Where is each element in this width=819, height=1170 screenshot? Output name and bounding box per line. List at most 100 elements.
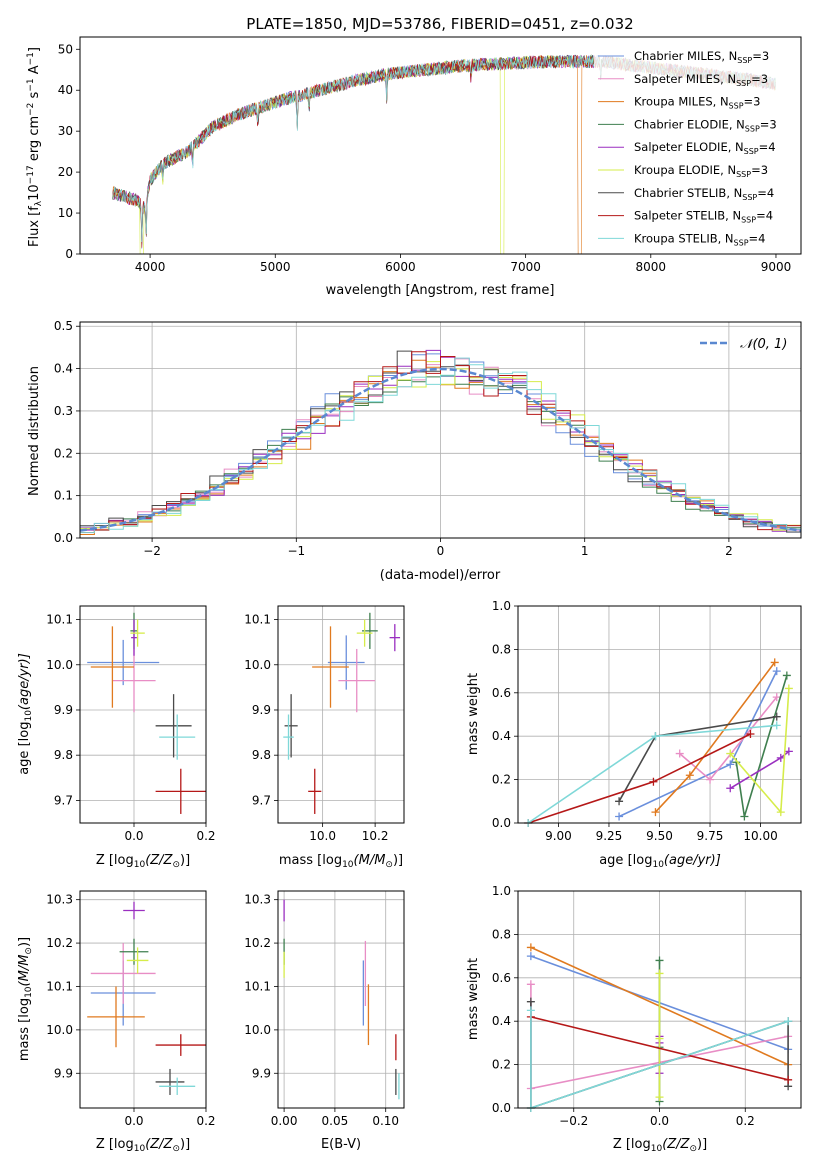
- mass-vs-ebv-marks: [283, 899, 400, 1100]
- legend-background: [594, 42, 794, 248]
- residuals-ylabel: Normed distribution: [27, 366, 42, 496]
- mass-weight-marker: [740, 812, 749, 821]
- mass-vs-z-xlabel: Z [log10(Z/Z⊙)]: [96, 1137, 190, 1154]
- massweight-vs-age-ylabel: mass weight: [466, 673, 481, 755]
- mass-weight-marker: [651, 732, 660, 741]
- mass-weight-marker: [782, 671, 791, 680]
- y-tick-label: 10.0: [244, 658, 271, 672]
- mass-weight-marker: [651, 808, 660, 817]
- y-tick-label: 10.2: [46, 936, 73, 950]
- residuals-panel: −2 −1 0 1 2 0.0 0.1 0.2 0.3 0.4 0.5 (data-model)/e…: [27, 319, 802, 583]
- y-tick-label: 0: [65, 247, 73, 261]
- y-tick-label: 0.2: [492, 1058, 511, 1072]
- y-tick-label: 20: [58, 165, 73, 179]
- mass-weight-marker: [706, 775, 715, 784]
- x-tick-label: 1: [581, 544, 589, 558]
- mass-weight-marker: [526, 952, 535, 961]
- mass-vs-ebv-panel: 0.00 0.05 0.10 9.9 10.0 10.1 10.2 10.3 E(B-V): [244, 890, 405, 1152]
- x-tick-label: 7000: [510, 260, 541, 274]
- x-tick-label: 9.50: [646, 829, 673, 843]
- x-tick-label: 4000: [135, 260, 166, 274]
- age-vs-z-marks: [87, 612, 206, 814]
- mass-weight-marker: [655, 956, 664, 965]
- massweight-vs-age-marks: [524, 658, 793, 827]
- legend-entry-label: Kroupa ELODIE, NSSP=3: [634, 163, 768, 179]
- mass-vs-ebv-frame: [277, 890, 405, 1109]
- y-tick-label: 0.4: [492, 1014, 511, 1028]
- mass-vs-ebv-grid: [278, 891, 404, 1108]
- massweight-vs-age-ticks: 9.00 9.25 9.50 9.75 10.00 0.0 0.2 0.4 0.6 0.8 1.0: [492, 599, 778, 843]
- y-tick-label: 10.1: [244, 979, 271, 993]
- x-tick-label: 10.2: [362, 829, 389, 843]
- mass-vs-ebv-ticks: 0.00 0.05 0.10 9.9 10.0 10.1 10.2 10.3: [244, 893, 399, 1128]
- mass-weight-marker: [526, 943, 535, 952]
- age-vs-mass-grid: [278, 606, 404, 823]
- y-tick-label: 9.7: [54, 793, 73, 807]
- mass-weight-marker: [655, 1034, 664, 1043]
- massweight-vs-age-frame: [517, 605, 802, 824]
- age-vs-z-frame: [79, 605, 207, 824]
- spectrum-title: PLATE=1850, MJD=53786, FIBERID=0451, z=0…: [246, 15, 633, 33]
- y-tick-label: 0.0: [492, 1101, 511, 1115]
- mass-weight-marker: [649, 777, 658, 786]
- x-tick-label: −0.2: [559, 1114, 588, 1128]
- massweight-vs-z-ticks: −0.2 0.0 0.2 0.0 0.2 0.4 0.6 0.8 1.0: [492, 884, 755, 1128]
- mass-weight-marker: [770, 658, 779, 667]
- mass-weight-marker: [784, 1075, 793, 1084]
- x-tick-label: 9.25: [596, 829, 623, 843]
- gauss-curve: [79, 367, 802, 532]
- mass-weight-marker: [655, 1093, 664, 1102]
- y-tick-label: 0.8: [492, 642, 511, 656]
- y-tick-label: 10: [58, 206, 73, 220]
- mass-weight-marker: [526, 980, 535, 989]
- x-tick-label: 0.0: [650, 1114, 669, 1128]
- x-tick-label: 0.00: [271, 1114, 298, 1128]
- mass-weight-marker: [776, 753, 785, 762]
- mass-vs-z-marks: [87, 901, 206, 1095]
- y-tick-label: 0.5: [54, 319, 73, 333]
- mass-weight-marker: [615, 797, 624, 806]
- y-tick-label: 0.2: [492, 773, 511, 787]
- age-vs-mass-panel: 10.0 10.2 9.7 9.8 9.9 10.0 10.1 mass [log10(M/…: [244, 605, 405, 870]
- mass-weight-marker: [726, 760, 735, 769]
- y-tick-label: 0.8: [492, 927, 511, 941]
- mass-weight-marker: [726, 749, 735, 758]
- x-tick-label: 0.2: [736, 1114, 755, 1128]
- legend-entry-label: Chabrier MILES, NSSP=3: [634, 49, 769, 65]
- mass-weight-marker: [526, 997, 535, 1006]
- mass-weight-marker: [675, 749, 684, 758]
- y-tick-label: 30: [58, 124, 73, 138]
- massweight-vs-age-xlabel: age [log10(age/yr)]: [599, 853, 721, 870]
- y-tick-label: 10.3: [46, 893, 73, 907]
- y-tick-label: 0.0: [492, 816, 511, 830]
- age-vs-z-ylabel: age [log10(age/yr)]: [17, 653, 34, 775]
- y-tick-label: 1.0: [492, 599, 511, 613]
- x-tick-label: 9.75: [697, 829, 724, 843]
- mass-weight-marker: [526, 1006, 535, 1015]
- histogram-step: [80, 351, 801, 537]
- legend-entry-label: Salpeter STELIB, NSSP=4: [634, 209, 773, 225]
- residuals-ticks: −2 −1 0 1 2 0.0 0.1 0.2 0.3 0.4 0.5: [54, 319, 733, 558]
- x-tick-label: −2: [143, 544, 161, 558]
- mass-weight-marker: [784, 684, 793, 693]
- y-tick-label: 0.0: [54, 531, 73, 545]
- mass-weight-marker: [772, 721, 781, 730]
- age-vs-mass-marks: [283, 612, 401, 814]
- y-tick-label: 0.3: [54, 404, 73, 418]
- age-vs-z-ticks: 0.0 0.2 9.7 9.8 9.9 10.0 10.1: [46, 613, 215, 843]
- legend-entry-label: Salpeter ELODIE, NSSP=4: [634, 140, 776, 156]
- age-vs-z-xlabel: Z [log10(Z/Z⊙)]: [96, 853, 190, 870]
- y-tick-label: 0.4: [54, 362, 73, 376]
- legend-entry-label: Chabrier STELIB, NSSP=4: [634, 186, 774, 202]
- age-vs-mass-ticks: 10.0 10.2 9.7 9.8 9.9 10.0 10.1: [244, 613, 388, 843]
- x-tick-label: 0.0: [124, 829, 143, 843]
- y-tick-label: 0.2: [54, 446, 73, 460]
- histogram-step: [80, 357, 801, 537]
- x-tick-label: 0.2: [196, 1114, 215, 1128]
- gauss-legend-label: 𝒩(0, 1): [740, 337, 787, 352]
- mass-weight-marker: [655, 969, 664, 978]
- x-tick-label: 0.10: [372, 1114, 399, 1128]
- y-tick-label: 9.9: [54, 703, 73, 717]
- x-tick-label: 2: [725, 544, 733, 558]
- mass-weight-marker: [772, 712, 781, 721]
